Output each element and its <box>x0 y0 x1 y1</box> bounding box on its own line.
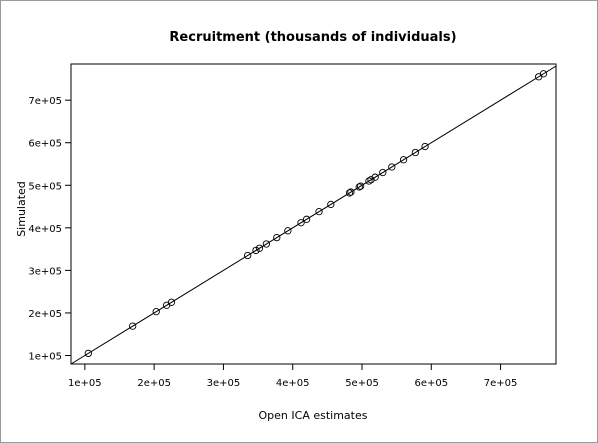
data-point <box>273 233 281 242</box>
x-tick-label: 6e+05 <box>414 378 448 389</box>
y-tick-label: 3e+05 <box>28 266 62 277</box>
data-point <box>388 163 396 171</box>
x-tick-label: 3e+05 <box>207 378 241 389</box>
data-point <box>347 188 355 196</box>
data-point <box>356 182 365 190</box>
x-tick-label: 2e+05 <box>137 378 171 389</box>
x-tick-label: 5e+05 <box>345 378 379 389</box>
data-point <box>399 156 408 164</box>
data-point <box>262 240 271 248</box>
identity-line <box>70 65 557 365</box>
data-point <box>129 322 137 330</box>
x-tick-label: 4e+05 <box>276 378 310 389</box>
chart-title: Recruitment (thousands of individuals) <box>169 30 456 45</box>
data-point <box>379 168 387 177</box>
y-tick-label: 1e+05 <box>28 351 62 362</box>
y-tick-label: 5e+05 <box>28 181 62 192</box>
data-point <box>284 227 292 235</box>
y-tick-label: 4e+05 <box>28 224 62 235</box>
data-point <box>365 177 373 185</box>
plot-frame <box>70 63 557 365</box>
data-point <box>152 308 160 316</box>
data-point <box>297 219 305 227</box>
data-point <box>84 349 92 358</box>
y-tick-label: 7e+05 <box>28 96 62 107</box>
x-tick-label: 7e+05 <box>484 378 518 389</box>
data-point <box>355 183 363 191</box>
x-axis-label: Open ICA estimates <box>259 409 368 422</box>
y-axis-label: Simulated <box>15 181 28 237</box>
x-tick-label: 1e+05 <box>68 378 102 389</box>
data-point <box>167 298 176 306</box>
data-point <box>302 215 311 223</box>
data-point <box>411 148 419 157</box>
data-point <box>327 200 335 209</box>
data-point <box>367 176 375 184</box>
data-point <box>371 173 379 181</box>
data-point <box>244 251 252 260</box>
data-point <box>421 142 429 151</box>
data-point <box>539 70 548 78</box>
data-point <box>315 208 323 216</box>
y-tick-label: 6e+05 <box>28 139 62 150</box>
data-point <box>255 244 264 252</box>
y-tick-label: 2e+05 <box>28 309 62 320</box>
data-point <box>345 189 354 197</box>
chart-marks: 1e+05 2e+05 3e+05 4e+05 5e+05 6e+05 7e+05 1e+05… <box>28 65 557 389</box>
